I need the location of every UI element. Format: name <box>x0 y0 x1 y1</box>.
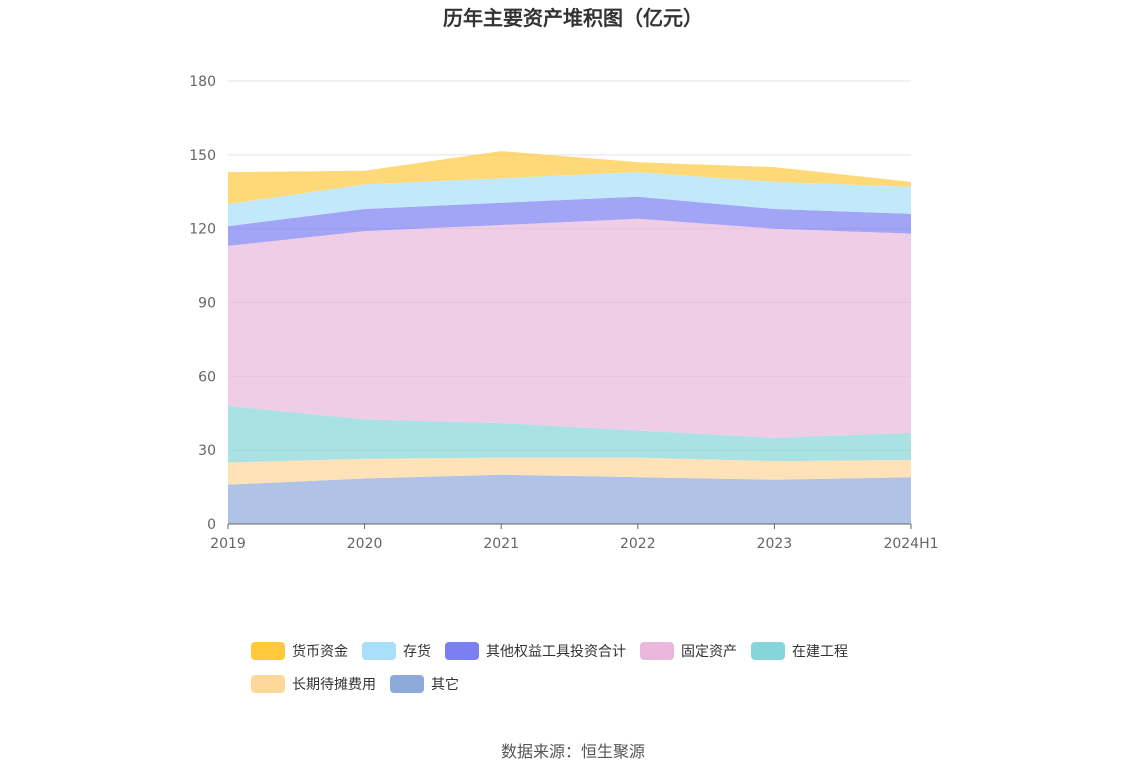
y-tick-label: 30 <box>198 443 216 459</box>
y-tick-label: 90 <box>198 296 216 312</box>
legend-swatch[interactable] <box>640 642 674 660</box>
legend-label[interactable]: 存货 <box>403 643 431 660</box>
legend-swatch[interactable] <box>751 642 785 660</box>
x-tick-label: 2022 <box>620 536 656 552</box>
y-tick-label: 0 <box>207 517 216 533</box>
legend-swatch[interactable] <box>362 642 396 660</box>
y-tick-label: 60 <box>198 369 216 385</box>
area-series <box>228 151 911 524</box>
legend-label[interactable]: 在建工程 <box>792 644 848 660</box>
area-存货 <box>228 172 911 227</box>
x-tick-labels: 2019 2020 2021 2022 2023 2024H1 <box>210 536 938 552</box>
area-长期待摊费用 <box>228 457 911 485</box>
y-tick-label: 180 <box>189 74 216 90</box>
area-货币资金 <box>228 151 911 205</box>
legend-swatch[interactable] <box>251 642 285 660</box>
legend-label[interactable]: 其他权益工具投资合计 <box>486 644 626 660</box>
x-tick-label: 2024H1 <box>883 536 938 552</box>
legend-swatch[interactable] <box>445 642 479 660</box>
legend-label[interactable]: 货币资金 <box>292 643 348 660</box>
legend-label[interactable]: 长期待摊费用 <box>292 677 376 693</box>
legend-label[interactable]: 固定资产 <box>681 644 737 660</box>
x-tick-label: 2021 <box>483 536 519 552</box>
chart-title: 历年主要资产堆积图（亿元） <box>443 6 703 30</box>
axes <box>227 523 912 529</box>
area-在建工程 <box>228 405 911 463</box>
area-其它 <box>228 474 911 524</box>
legend-swatch[interactable] <box>390 675 424 693</box>
x-tick-label: 2019 <box>210 536 246 552</box>
y-tick-label: 120 <box>189 222 216 238</box>
x-tick-label: 2020 <box>347 536 383 552</box>
y-tick-label: 150 <box>189 148 216 164</box>
area-固定资产 <box>228 218 911 438</box>
legend-label[interactable]: 其它 <box>431 676 459 693</box>
legend-swatch[interactable] <box>251 675 285 693</box>
area-其他权益工具投资合计 <box>228 196 911 246</box>
data-source: 数据来源：恒生聚源 <box>501 742 645 761</box>
x-tick-label: 2023 <box>757 536 793 552</box>
y-tick-labels: 0 30 60 90 120 150 180 <box>189 74 216 533</box>
